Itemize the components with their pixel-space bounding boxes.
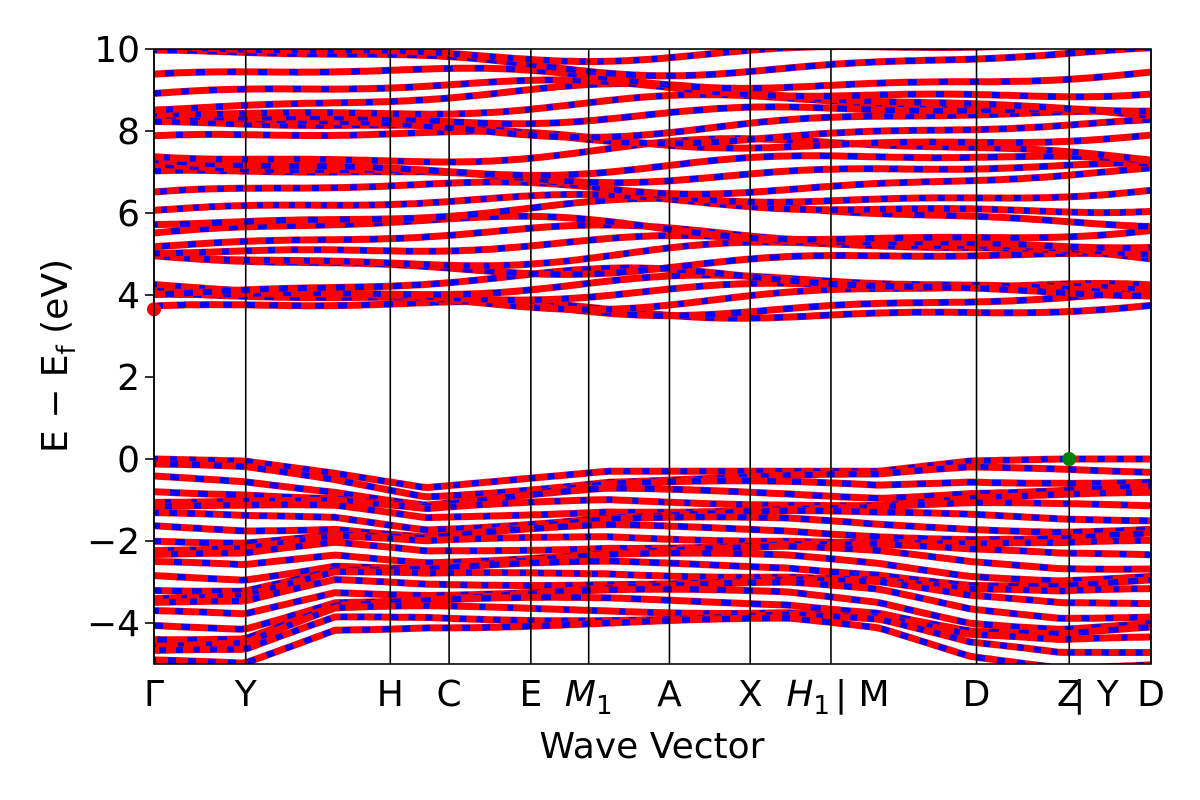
x-tick-label: A: [657, 674, 682, 715]
valence-band-blue: [154, 456, 1151, 491]
band-lines-group: [154, 49, 1151, 664]
conduction-band-blue: [154, 116, 1151, 147]
valence-band-blue: [154, 558, 1151, 595]
conduction-band-blue: [154, 298, 1151, 322]
valence-band-red: [154, 488, 1151, 512]
y-axis-label-subscript: f: [52, 344, 82, 354]
conduction-band-blue: [154, 222, 1151, 251]
valence-band-maximum-marker: [1062, 452, 1077, 466]
y-tick-label: 2: [117, 358, 140, 399]
valence-band-blue: [154, 532, 1151, 554]
y-tick-label: 8: [117, 112, 140, 153]
conduction-band-blue: [154, 160, 1151, 186]
x-tick-label: Γ: [144, 674, 164, 715]
valence-band-blue: [154, 513, 1151, 540]
x-axis-label: Wave Vector: [540, 726, 765, 767]
valence-band-red: [154, 499, 1151, 522]
y-tick-label: 10: [94, 30, 140, 71]
conduction-band-blue: [154, 195, 1151, 230]
x-tick-label: D: [1137, 674, 1165, 715]
conduction-band-blue: [154, 135, 1151, 165]
x-tick-label: H1: [786, 674, 830, 721]
x-tick-label: Z: [1057, 674, 1082, 715]
valence-band-blue: [154, 507, 1151, 533]
conduction-band-blue: [154, 80, 1151, 115]
x-tick-label: X: [738, 674, 763, 715]
x-axis-ticks: Γ Y H C E M1 A X H1 | M D Z| Y D: [144, 674, 1165, 721]
conduction-band-blue: [154, 103, 1151, 127]
y-tick-label: 4: [117, 276, 140, 317]
conduction-band-blue: [154, 213, 1151, 243]
conduction-band-blue: [154, 49, 1151, 79]
valence-band-blue: [154, 586, 1151, 633]
valence-band-blue: [154, 550, 1151, 584]
y-axis-label-unit: (eV): [35, 259, 76, 345]
conduction-band-blue: [154, 272, 1151, 300]
x-tick-label: E: [519, 674, 542, 715]
valence-band-blue: [154, 473, 1151, 509]
x-tick-label: | M: [835, 674, 890, 715]
conduction-band-blue: [154, 152, 1151, 179]
conduction-band-blue: [154, 108, 1151, 141]
valence-band-blue: [154, 615, 1151, 664]
x-tick-label: M1: [565, 674, 613, 721]
conduction-band-blue: [172, 49, 1014, 65]
valence-band-blue: [154, 483, 1151, 510]
y-tick-label: −2: [87, 522, 140, 563]
y-tick-label: 0: [117, 440, 140, 481]
conduction-band-blue: [154, 288, 1151, 319]
x-tick-label: | Y: [1073, 674, 1120, 715]
y-axis-label-main: E − E: [35, 354, 76, 453]
x-tick-label: C: [437, 674, 462, 715]
y-tick-label: 6: [117, 194, 140, 235]
x-tick-label: D: [963, 674, 991, 715]
valence-band-red: [154, 568, 1151, 603]
valence-band-blue: [154, 602, 1151, 650]
y-tick-label: −4: [87, 604, 140, 645]
x-tick-label: Y: [234, 674, 258, 715]
y-axis-ticks: 10 8 6 4 2 0 −2 −4: [87, 30, 154, 645]
plot-frame: [153, 48, 1152, 665]
y-axis-label: E − Ef (eV): [35, 259, 82, 453]
conduction-band-blue: [154, 65, 1151, 92]
x-tick-label: H: [377, 674, 404, 715]
conduction-band-blue: [154, 264, 1151, 299]
